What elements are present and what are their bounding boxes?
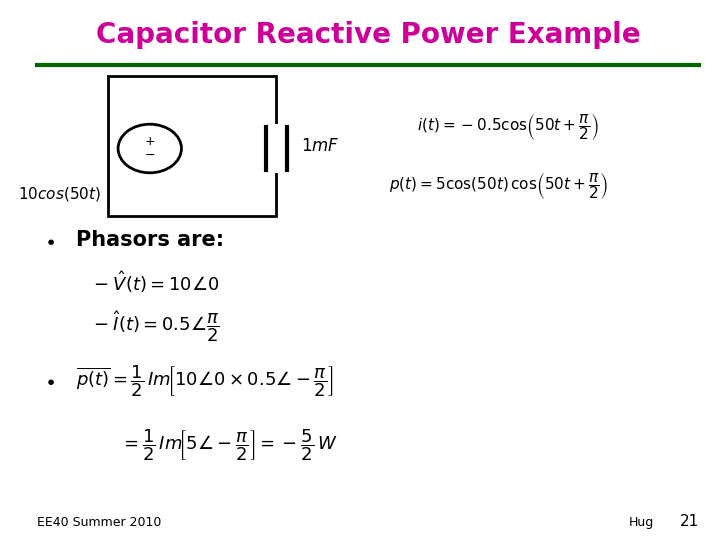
Text: $p(t) = 5\cos(50t)\,\cos\!\left(50t + \dfrac{\pi}{2}\right)$: $p(t) = 5\cos(50t)\,\cos\!\left(50t + \d… <box>389 171 608 201</box>
Bar <box>107 76 276 216</box>
Bar <box>274 124 279 173</box>
Text: $-\;\hat{I}(t) = 0.5\angle\dfrac{\pi}{2}$: $-\;\hat{I}(t) = 0.5\angle\dfrac{\pi}{2}… <box>94 309 220 344</box>
Text: $= \dfrac{1}{2}\,Im\!\left[5\angle -\dfrac{\pi}{2}\right] = -\dfrac{5}{2}\,W$: $= \dfrac{1}{2}\,Im\!\left[5\angle -\dfr… <box>120 428 338 463</box>
Text: $1mF$: $1mF$ <box>301 137 340 155</box>
Text: Phasors are:: Phasors are: <box>76 230 224 251</box>
Text: 21: 21 <box>680 514 699 529</box>
Text: +: + <box>145 135 155 148</box>
Text: $\bullet$: $\bullet$ <box>44 371 55 390</box>
Circle shape <box>118 124 181 173</box>
Text: $-\;\hat{V}(t) = 10\angle 0$: $-\;\hat{V}(t) = 10\angle 0$ <box>94 269 220 295</box>
Text: $\overline{p(t)} = \dfrac{1}{2}\,Im\!\left[10\angle 0 \times 0.5\angle -\dfrac{\: $\overline{p(t)} = \dfrac{1}{2}\,Im\!\le… <box>76 363 333 399</box>
Text: −: − <box>145 149 155 162</box>
Text: $\bullet$: $\bullet$ <box>44 231 55 250</box>
Text: Capacitor Reactive Power Example: Capacitor Reactive Power Example <box>96 21 640 49</box>
Text: EE40 Summer 2010: EE40 Summer 2010 <box>37 516 161 529</box>
Text: $10cos(50t)$: $10cos(50t)$ <box>17 185 101 204</box>
Text: $i(t) = -0.5\cos\!\left(50t + \dfrac{\pi}{2}\right)$: $i(t) = -0.5\cos\!\left(50t + \dfrac{\pi… <box>418 112 599 142</box>
Text: Hug: Hug <box>629 516 654 529</box>
